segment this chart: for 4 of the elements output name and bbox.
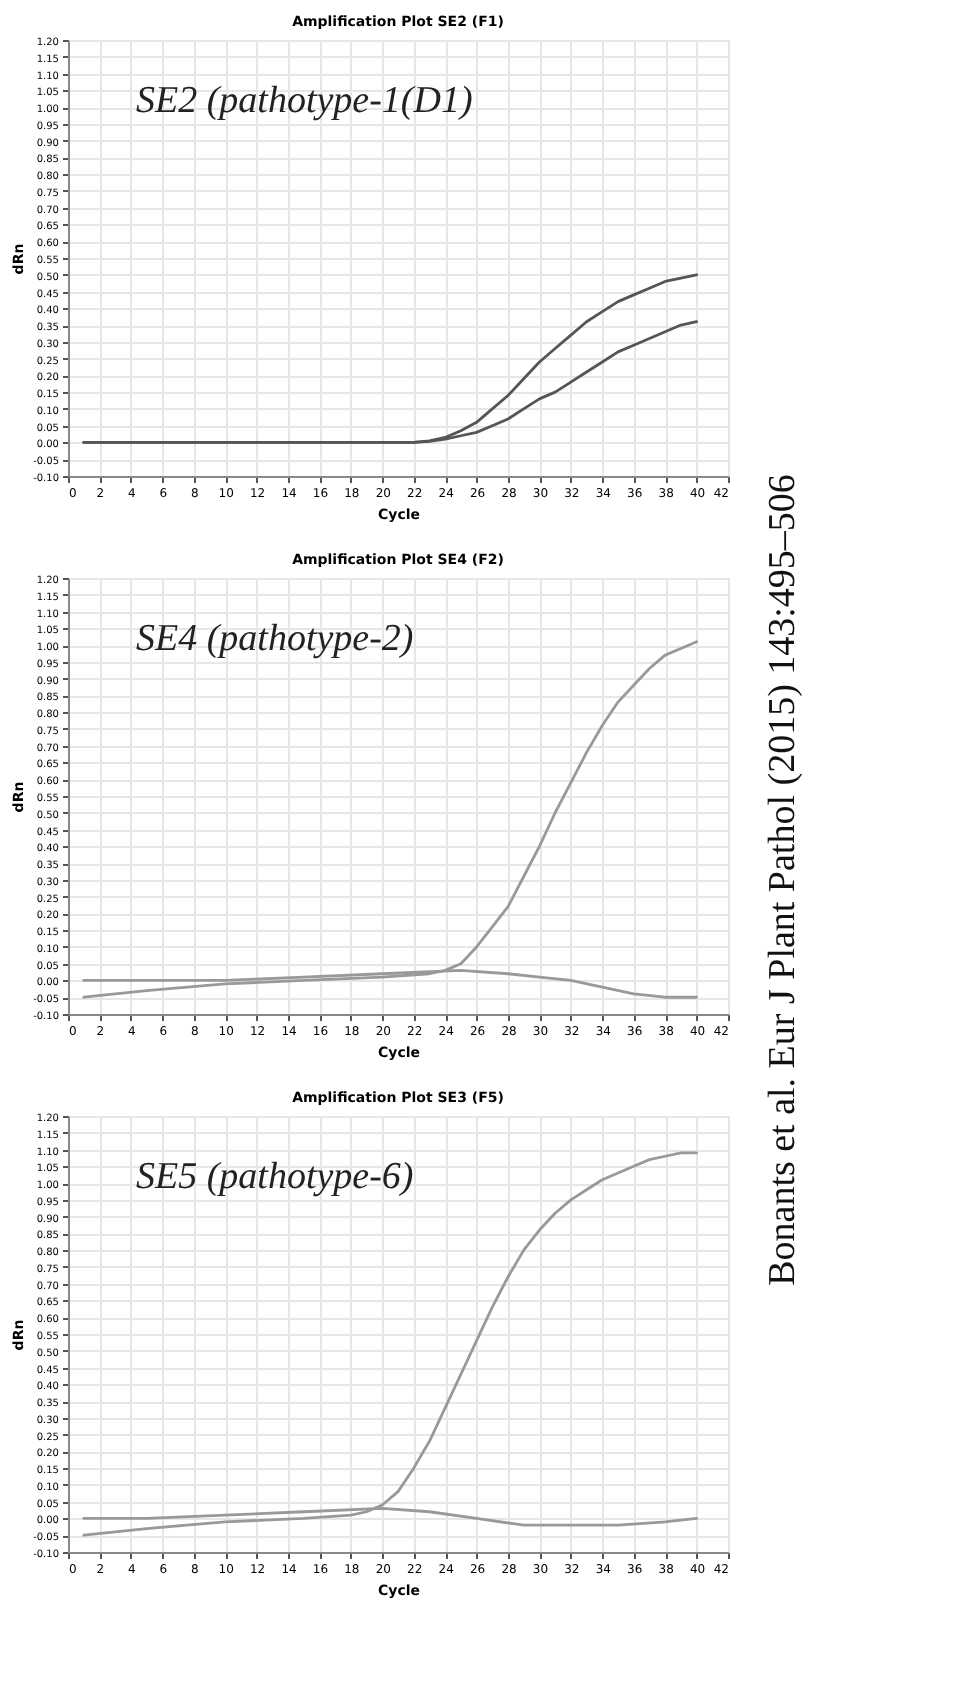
annotation: SE5 (pathotype-6) <box>136 1156 414 1198</box>
text: Bonants et al. Eur J Plant Pathol (2015) 143:495–506 <box>762 474 804 1286</box>
annotation: SE2 (pathotype-1(D1) <box>136 80 473 122</box>
annotation: SE4 (pathotype-2) <box>136 618 414 660</box>
